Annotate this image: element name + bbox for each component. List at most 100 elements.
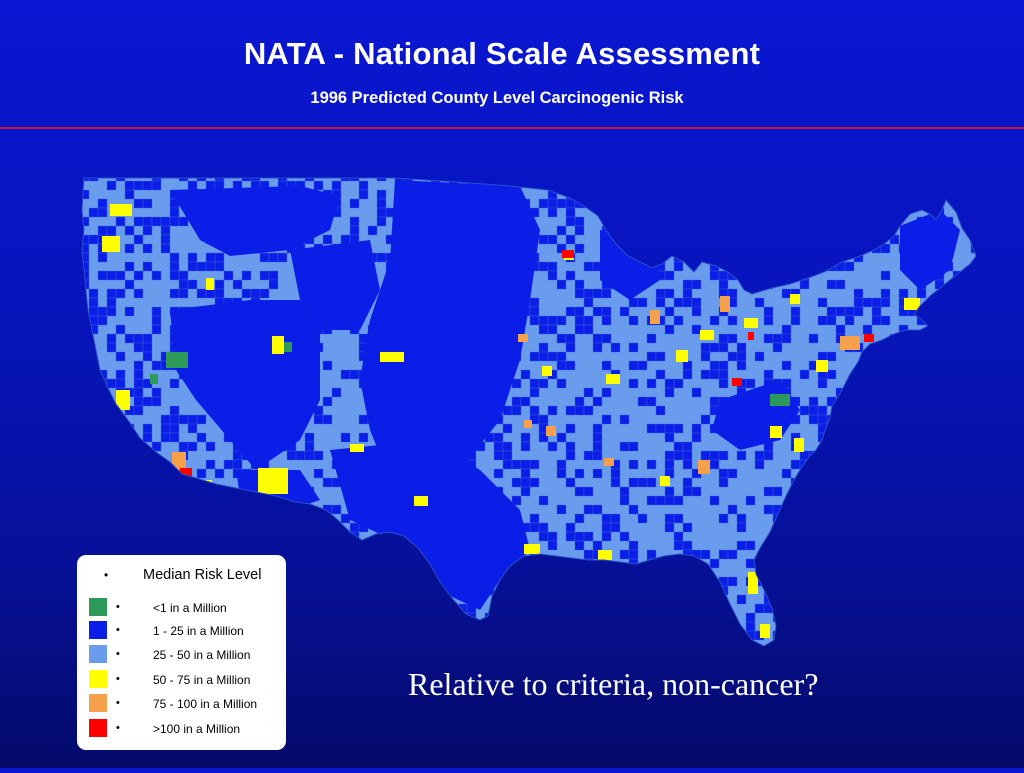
county-tile (448, 612, 459, 623)
county-tile (944, 649, 953, 658)
county-tile (232, 279, 243, 290)
county-tile (826, 351, 837, 362)
county-tile (241, 504, 252, 515)
county-tile (673, 513, 684, 524)
county-tile (214, 531, 225, 542)
county-tile (394, 603, 405, 614)
county-tile (898, 189, 909, 200)
county-tile (962, 658, 971, 667)
county-tile (898, 549, 909, 560)
county-tile (583, 531, 594, 542)
county-tile (772, 558, 783, 569)
county-tile (952, 486, 963, 497)
county-tile (880, 243, 891, 254)
county-tile (889, 396, 900, 407)
county-tile (628, 459, 639, 470)
county-tile (358, 576, 369, 587)
county-tile (637, 297, 648, 308)
county-tile (619, 567, 630, 578)
county-tile (755, 649, 764, 658)
risk-region-wyoming (290, 240, 380, 330)
county-tile (907, 540, 918, 551)
county-tile (709, 630, 720, 641)
county-tile (304, 504, 315, 515)
county-tile (862, 297, 873, 308)
county-tile (862, 405, 873, 416)
county-tile (538, 342, 549, 353)
county-tile (313, 612, 324, 623)
county-tile (691, 216, 702, 227)
county-tile (664, 216, 675, 227)
county-tile (980, 361, 989, 370)
legend-label: 75 - 100 in a Million (153, 697, 258, 711)
risk-marker-orange-07 (518, 334, 528, 342)
county-tile (718, 612, 729, 623)
county-tile (862, 594, 873, 605)
county-tile (394, 585, 405, 596)
county-tile (223, 495, 234, 506)
county-tile (727, 504, 738, 515)
county-tile (313, 414, 324, 425)
county-tile (655, 567, 666, 578)
county-tile (133, 405, 144, 416)
county-tile (718, 342, 729, 353)
county-tile (574, 486, 585, 497)
county-tile (403, 178, 414, 182)
county-tile (763, 504, 774, 515)
county-tile (97, 207, 108, 218)
county-tile (745, 252, 756, 263)
county-tile (826, 639, 837, 646)
county-tile (745, 261, 756, 272)
county-tile (664, 288, 675, 299)
county-tile (349, 369, 360, 380)
county-tile (998, 172, 1007, 181)
county-tile (331, 558, 342, 569)
county-tile (538, 531, 549, 542)
county-tile (151, 360, 162, 371)
county-tile (124, 432, 135, 443)
county-tile (700, 450, 711, 461)
county-tile (376, 549, 387, 560)
county-tile (989, 415, 998, 424)
county-tile (727, 243, 738, 254)
county-tile (547, 441, 558, 452)
county-tile (556, 279, 567, 290)
county-tile (898, 387, 909, 398)
county-tile (610, 594, 621, 605)
risk-marker-red-03 (864, 334, 874, 342)
county-tile (700, 178, 711, 182)
county-tile (340, 432, 351, 443)
risk-marker-yellow-03 (206, 278, 214, 290)
risk-marker-yellow-05 (380, 352, 404, 362)
county-tile (790, 306, 801, 317)
county-tile (907, 603, 918, 614)
county-tile (862, 378, 873, 389)
county-tile (754, 198, 765, 209)
county-tile (205, 288, 216, 299)
county-tile (97, 198, 108, 209)
risk-marker-red-02 (562, 250, 574, 258)
county-tile (169, 216, 180, 227)
county-tile (745, 243, 756, 254)
county-tile (169, 432, 180, 443)
county-tile (592, 423, 603, 434)
county-tile (898, 396, 909, 407)
county-tile (934, 342, 945, 353)
county-tile (673, 495, 684, 506)
county-tile (160, 486, 171, 497)
county-tile (313, 513, 324, 524)
county-tile (520, 369, 531, 380)
county-tile (925, 621, 936, 632)
risk-marker-orange-05 (698, 460, 710, 474)
county-tile (853, 612, 864, 623)
county-tile (592, 450, 603, 461)
county-tile (826, 198, 837, 209)
county-tile (106, 180, 117, 191)
county-tile (538, 495, 549, 506)
county-tile (646, 495, 657, 506)
county-tile (583, 405, 594, 416)
county-tile (980, 460, 989, 469)
county-tile (934, 180, 945, 191)
county-tile (952, 567, 963, 578)
county-tile (628, 576, 639, 587)
